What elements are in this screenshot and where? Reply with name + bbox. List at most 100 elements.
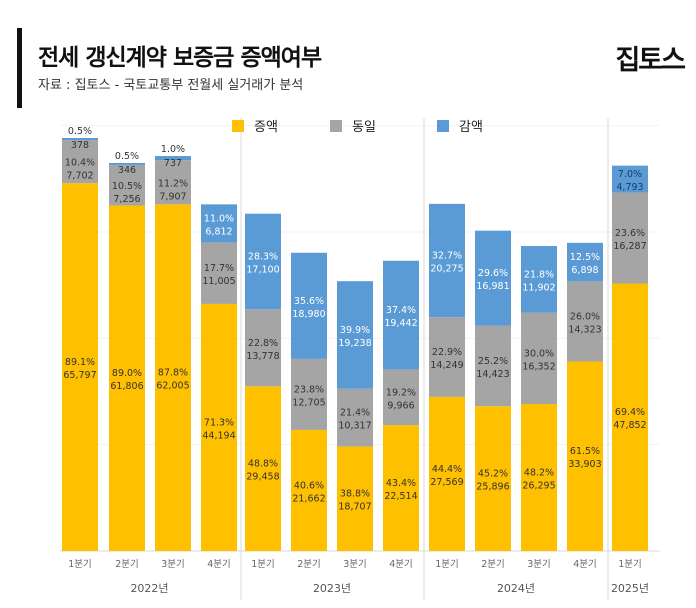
data-label-value: 4,793 (616, 182, 643, 193)
data-label-value: 21,662 (292, 493, 325, 504)
bar-segment (475, 325, 511, 407)
data-label-value: 16,352 (522, 361, 555, 372)
year-label: 2025년 (611, 582, 649, 595)
legend-label: 감액 (459, 120, 483, 135)
data-label-value: 62,005 (156, 381, 189, 392)
bar-segment (429, 317, 465, 397)
bar-segment (109, 162, 145, 165)
data-label-value: 7,256 (113, 194, 140, 205)
legend-label: 증액 (254, 120, 278, 135)
bar-segment (383, 425, 419, 551)
bar-segment (567, 242, 603, 282)
data-label-pct: 39.9% (340, 325, 370, 336)
bar-segment (429, 203, 465, 318)
data-label-value: 14,249 (430, 360, 463, 371)
data-label-value: 11,005 (202, 276, 235, 287)
bar-segment (475, 406, 511, 551)
data-label-pct: 11.0% (204, 213, 234, 224)
bar-segment (567, 281, 603, 362)
data-label-pct: 48.8% (248, 459, 278, 470)
legend-label: 동일 (352, 120, 376, 135)
data-label-pct: 40.6% (294, 480, 324, 491)
bar-segment (567, 361, 603, 551)
x-tick-label: 1분기 (435, 559, 459, 570)
data-label-value: 33,903 (568, 459, 601, 470)
year-label: 2024년 (497, 582, 535, 595)
data-label-pct: 28.3% (248, 251, 278, 262)
x-tick-label: 1분기 (251, 559, 275, 570)
data-label-value: 16,287 (613, 241, 646, 252)
data-label-value: 9,966 (387, 400, 414, 411)
bar-segment (475, 230, 511, 326)
data-label-pct: 61.5% (570, 446, 600, 457)
data-label-pct: 23.6% (615, 228, 645, 239)
data-label-value: 26,295 (522, 481, 555, 492)
data-label-value: 7,702 (66, 171, 93, 182)
data-label-value: 14,323 (568, 324, 601, 335)
data-label-pct: 22.8% (248, 338, 278, 349)
bar-segment (201, 204, 237, 243)
bar-segment (612, 192, 648, 284)
data-label-value: 44,194 (202, 430, 235, 441)
year-label: 2023년 (313, 582, 351, 595)
data-label-value: 6,898 (571, 265, 598, 276)
data-label-pct: 87.8% (158, 368, 188, 379)
data-label-pct: 7.0% (618, 169, 642, 180)
data-label-value: 47,852 (613, 420, 646, 431)
data-label-pct: 22.9% (432, 347, 462, 358)
data-label-value: 20,275 (430, 264, 463, 275)
data-label-pct: 25.2% (478, 356, 508, 367)
legend-swatch (330, 120, 342, 132)
data-label-pct: 0.5% (68, 126, 92, 137)
bar-segment (155, 204, 191, 552)
data-label-pct: 17.7% (204, 263, 234, 274)
data-label-value: 14,423 (476, 369, 509, 380)
x-tick-label: 4분기 (207, 559, 231, 570)
bar-segment (245, 386, 281, 551)
data-label-pct: 45.2% (478, 469, 508, 480)
data-label-pct: 12.5% (570, 252, 600, 263)
data-label-pct: 44.4% (432, 464, 462, 475)
data-label-pct: 19.2% (386, 387, 416, 398)
bar-segment (155, 160, 191, 205)
data-label-pct: 89.0% (112, 368, 142, 379)
x-tick-label: 1분기 (618, 559, 642, 570)
data-label-value: 19,238 (338, 338, 371, 349)
data-label-pct: 37.4% (386, 305, 416, 316)
data-label-value: 16,981 (476, 281, 509, 292)
data-label-value: 61,806 (110, 381, 143, 392)
data-label-value: 11,902 (522, 282, 555, 293)
data-label-pct: 35.6% (294, 296, 324, 307)
data-label-pct: 23.8% (294, 384, 324, 395)
bar-segment (291, 429, 327, 551)
data-label-value: 346 (118, 165, 136, 176)
data-label-pct: 26.0% (570, 311, 600, 322)
legend-swatch (437, 120, 449, 132)
data-label-pct: 10.4% (65, 158, 95, 169)
bar-segment (155, 156, 191, 161)
bar-segment (383, 369, 419, 426)
bar-segment (201, 303, 237, 551)
bar-segment (201, 242, 237, 304)
bar-segment (62, 183, 98, 551)
data-label-value: 22,514 (384, 491, 417, 502)
data-label-pct: 69.4% (615, 407, 645, 418)
data-label-pct: 48.2% (524, 468, 554, 479)
data-label-pct: 43.4% (386, 478, 416, 489)
logo: 집토스 (615, 45, 686, 76)
x-tick-label: 1분기 (68, 559, 92, 570)
bar-segment (62, 138, 98, 141)
bar-segment (521, 246, 557, 313)
bar-segment (337, 446, 373, 551)
data-label-value: 65,797 (63, 370, 96, 381)
bar-segment (337, 388, 373, 447)
data-label-pct: 21.8% (524, 269, 554, 280)
bar-segment (337, 281, 373, 389)
data-label-value: 737 (164, 158, 182, 169)
x-tick-label: 2분기 (115, 559, 139, 570)
x-tick-label: 3분기 (161, 559, 185, 570)
data-label-value: 29,458 (246, 472, 279, 483)
data-label-pct: 1.0% (161, 144, 185, 155)
